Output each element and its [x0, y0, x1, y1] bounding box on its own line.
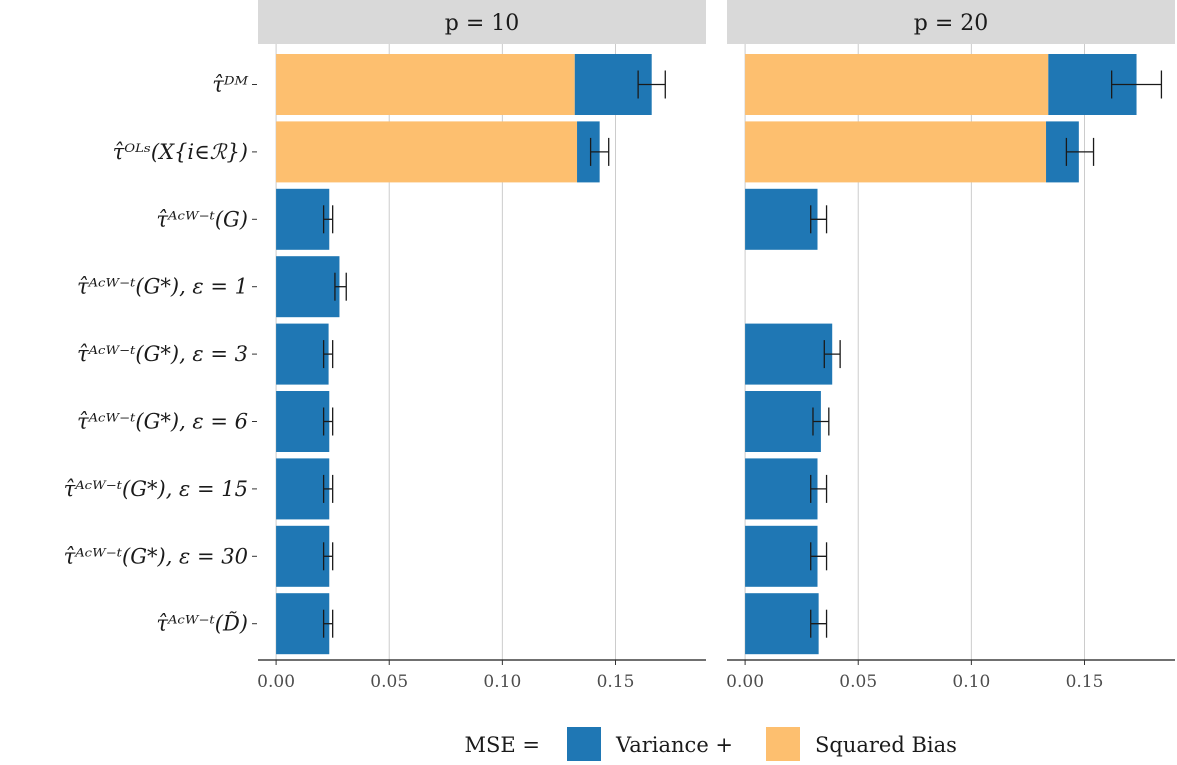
error-bar	[322, 407, 334, 436]
x-tick-label: 0.10	[483, 672, 521, 692]
category-label: τ̂ᴬᶜᵂ⁻ᵗ(G*), ε = 3	[77, 342, 248, 366]
error-bar	[637, 70, 666, 99]
bar-variance	[745, 188, 818, 250]
error-bar	[810, 205, 828, 234]
bar-variance	[577, 121, 600, 183]
x-tick-label: 0.10	[952, 672, 990, 692]
panel-strip	[258, 0, 706, 44]
error-bar	[589, 137, 610, 166]
legend-swatch-bias	[766, 727, 800, 761]
bar-variance	[745, 458, 818, 520]
bar-variance	[745, 391, 821, 452]
legend-title: MSE =	[465, 733, 541, 757]
bar-variance	[276, 525, 330, 587]
category-label: τ̂ᴬᶜᵂ⁻ᵗ(G*), ε = 1	[77, 275, 248, 299]
error-bar	[810, 474, 828, 503]
legend-label-bias: Squared Bias	[815, 733, 957, 757]
legend-label-variance: Variance +	[615, 733, 733, 757]
error-bar	[812, 407, 830, 436]
bar-variance	[276, 323, 329, 385]
chart-panels: p = 10 0.00 0.05 0.10 0.15 p = 20 0.00 0.05 0.10…	[257, 0, 1175, 692]
bar-variance	[276, 188, 330, 250]
panel-strip-label: p = 10	[445, 11, 520, 36]
bar-variance	[276, 458, 330, 520]
error-bar	[322, 474, 334, 503]
bar-bias	[276, 121, 578, 183]
category-labels: τ̂ᴰᴹ τ̂ᴼᴸˢ(X{i∈ℛ}) τ̂ᴬᶜᵂ⁻ᵗ(G) τ̂ᴬᶜᵂ⁻ᵗ(G*), …	[64, 73, 257, 636]
bar-variance	[745, 525, 818, 587]
error-bar	[322, 340, 334, 369]
bar-bias	[745, 54, 1049, 115]
error-bar	[1065, 137, 1095, 166]
error-bar	[322, 205, 334, 234]
x-tick-label: 0.00	[726, 672, 764, 692]
panel-strip	[727, 0, 1175, 44]
error-bar	[823, 340, 841, 369]
x-tick-label: 0.05	[839, 672, 877, 692]
panel-1: p = 10 0.00 0.05 0.10 0.15	[257, 0, 706, 692]
category-label: τ̂ᴬᶜᵂ⁻ᵗ(G*), ε = 15	[64, 477, 248, 501]
legend-swatch-variance	[567, 727, 601, 761]
category-label: τ̂ᴬᶜᵂ⁻ᵗ(D̃)	[156, 612, 248, 636]
panel-strip-label: p = 20	[914, 11, 989, 36]
bar-bias	[276, 54, 575, 115]
x-tick-label: 0.05	[370, 672, 408, 692]
category-label: τ̂ᴰᴹ	[212, 73, 248, 97]
error-bar	[810, 609, 828, 638]
x-tick-label: 0.15	[1066, 672, 1104, 692]
category-label: τ̂ᴬᶜᵂ⁻ᵗ(G*), ε = 30	[64, 544, 248, 568]
error-bar	[322, 542, 334, 571]
error-bar	[322, 609, 334, 638]
bar-variance	[276, 256, 340, 318]
bar-variance	[276, 593, 330, 655]
x-tick-label: 0.00	[257, 672, 295, 692]
bar-variance	[745, 593, 819, 655]
category-label: τ̂ᴼᴸˢ(X{i∈ℛ})	[113, 140, 248, 164]
category-label: τ̂ᴬᶜᵂ⁻ᵗ(G)	[156, 207, 248, 231]
error-bar	[334, 272, 347, 301]
bar-variance	[276, 391, 330, 452]
error-bar	[1110, 70, 1163, 99]
x-tick-label: 0.15	[597, 672, 635, 692]
legend: MSE = Variance + Squared Bias	[465, 727, 957, 761]
bar-bias	[745, 121, 1047, 183]
panel-2: p = 20 0.00 0.05 0.10 0.15	[726, 0, 1175, 692]
error-bar	[810, 542, 828, 571]
bar-variance	[745, 323, 833, 385]
category-label: τ̂ᴬᶜᵂ⁻ᵗ(G*), ε = 6	[77, 410, 248, 434]
